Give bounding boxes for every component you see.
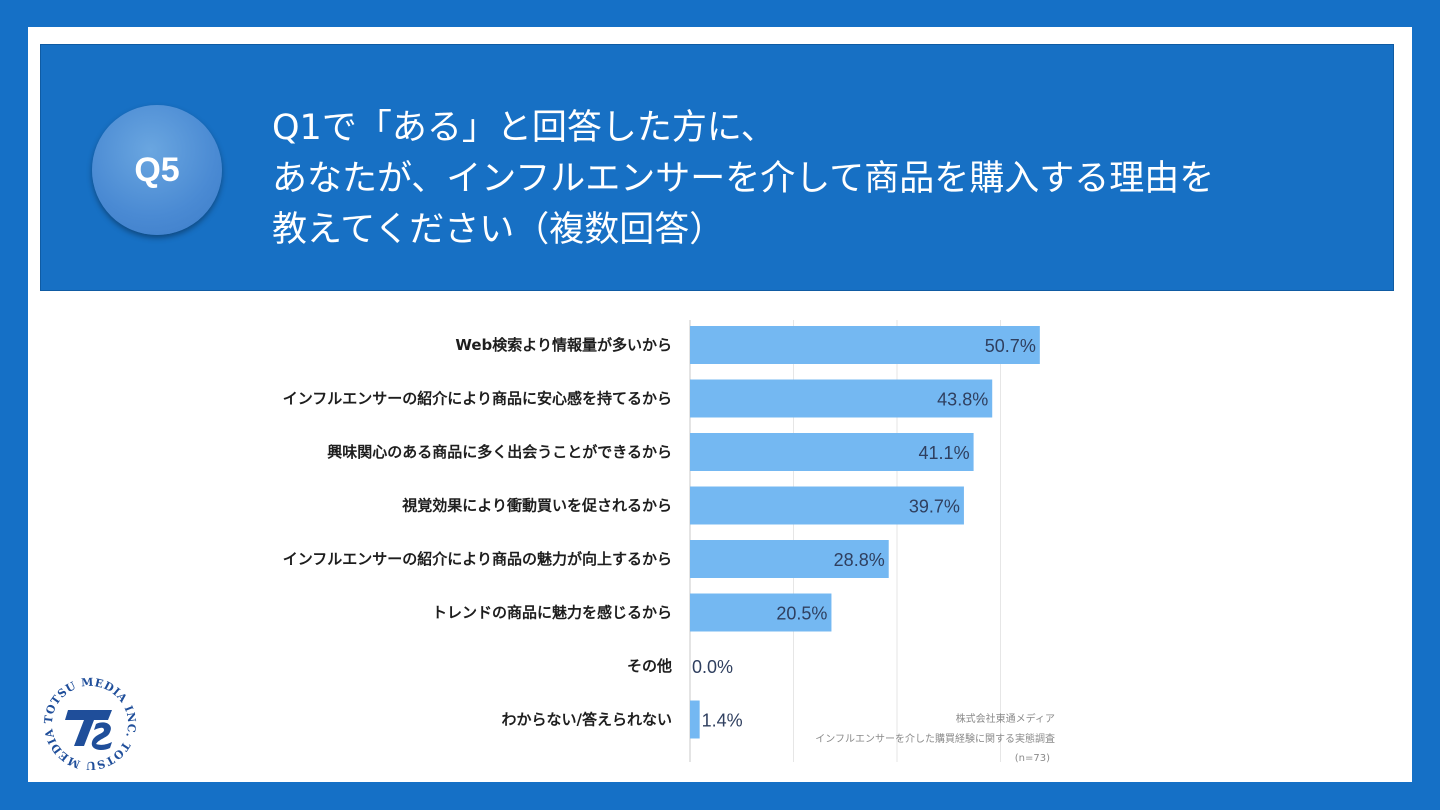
value-label: 39.7% <box>909 497 960 517</box>
logo-mark <box>65 710 112 750</box>
bar <box>690 379 993 418</box>
category-label: 興味関心のある商品に多く出会うことができるから <box>327 443 672 461</box>
value-label: 50.7% <box>985 336 1036 356</box>
category-label: トレンドの商品に魅力を感じるから <box>432 604 672 622</box>
value-label: 28.8% <box>834 550 885 570</box>
question-title-line-2: あなたが、インフルエンサーを介して商品を購入する理由を <box>272 159 1215 199</box>
source-company: 株式会社東通メディア <box>956 712 1055 725</box>
question-number-badge: Q5 <box>92 105 222 235</box>
source-sample-size: (n=73) <box>1015 753 1050 764</box>
bar-chart-svg: Web検索より情報量が多いからインフルエンサーの紹介により商品に安心感を持てるか… <box>283 320 1055 764</box>
bar <box>690 700 700 739</box>
value-label: 43.8% <box>937 390 988 410</box>
totsu-media-logo: TOTSU MEDIA INC. TOTSU MEDIA INC. <box>38 672 138 772</box>
category-label: Web検索より情報量が多いから <box>455 336 672 354</box>
bar <box>690 486 964 525</box>
category-label: インフルエンサーの紹介により商品に安心感を持てるから <box>283 390 672 408</box>
bar <box>690 593 832 632</box>
question-title-line-3: 教えてください（複数回答） <box>272 210 725 250</box>
value-label: 41.1% <box>919 443 970 463</box>
value-label: 20.5% <box>776 604 827 624</box>
question-title: Q1で「ある」と回答した方に、 あなたが、インフルエンサーを介して商品を購入する… <box>272 103 1372 256</box>
category-label: わからない/答えられない <box>502 711 672 729</box>
bar <box>690 326 1040 364</box>
category-label: 視覚効果により衝動買いを促されるから <box>401 497 672 515</box>
value-label: 0.0% <box>692 657 733 677</box>
category-label: その他 <box>627 657 672 675</box>
value-label: 1.4% <box>702 711 743 731</box>
bar <box>690 433 974 471</box>
source-survey: インフルエンサーを介した購買経験に関する実態調査 <box>815 732 1055 745</box>
category-labels: Web検索より情報量が多いからインフルエンサーの紹介により商品に安心感を持てるか… <box>283 336 672 729</box>
bars <box>690 326 1040 739</box>
bar-chart: Web検索より情報量が多いからインフルエンサーの紹介により商品に安心感を持てるか… <box>157 292 1072 770</box>
question-header <box>40 44 1394 291</box>
value-labels: 50.7% 43.8% 41.1% 39.7% 28.8% 20.5% 0.0% 1.4% <box>692 336 1036 731</box>
bar <box>690 540 889 578</box>
question-title-line-1: Q1で「ある」と回答した方に、 <box>272 108 776 148</box>
category-label: インフルエンサーの紹介により商品の魅力が向上するから <box>283 550 672 568</box>
